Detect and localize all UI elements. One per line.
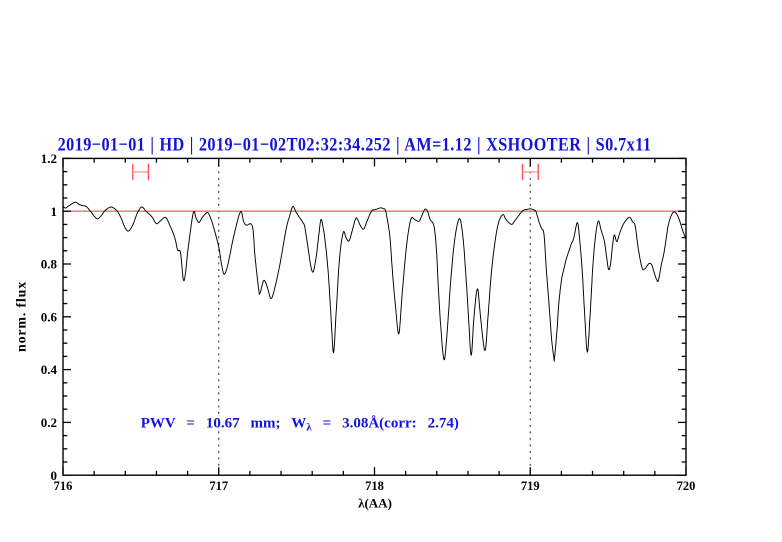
svg-text:719: 719 xyxy=(521,479,540,493)
svg-text:1.2: 1.2 xyxy=(41,151,57,166)
svg-text:0: 0 xyxy=(51,468,58,483)
svg-text:0.2: 0.2 xyxy=(41,415,57,430)
svg-text:716: 716 xyxy=(54,479,73,493)
svg-text:1: 1 xyxy=(51,204,58,219)
svg-text:717: 717 xyxy=(209,479,228,493)
svg-text:718: 718 xyxy=(365,479,384,493)
svg-text:2019−01−01 | HD | 2019−01−02T0: 2019−01−01 | HD | 2019−01−02T02:32:34.25… xyxy=(58,133,652,155)
svg-text:0.4: 0.4 xyxy=(41,362,58,377)
svg-text:0.6: 0.6 xyxy=(41,309,58,324)
svg-text:norm. flux: norm. flux xyxy=(15,281,30,352)
svg-text:0.8: 0.8 xyxy=(41,257,58,272)
svg-text:PWV = 10.67 mm; Wλ = 3.08Å(cor: PWV = 10.67 mm; Wλ = 3.08Å(corr: 2.74) xyxy=(141,416,459,434)
svg-text:720: 720 xyxy=(677,479,696,493)
svg-text:λ(AA): λ(AA) xyxy=(358,496,392,511)
